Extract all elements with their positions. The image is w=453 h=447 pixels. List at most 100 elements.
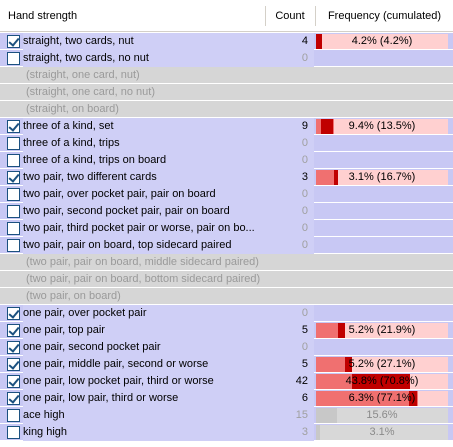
checkbox-checked[interactable] <box>7 120 20 133</box>
frequency-bar-background <box>316 34 448 49</box>
table-row[interactable]: one pair, top pair 5 5.2% (21.9%) <box>0 322 453 339</box>
column-divider[interactable] <box>265 6 266 26</box>
frequency-bar-current <box>352 374 410 389</box>
table-row[interactable]: (two pair, on board) <box>0 288 453 305</box>
hand-strength-label: two pair, two different cards <box>23 169 266 186</box>
checkbox-checked[interactable] <box>7 392 20 405</box>
table-row[interactable]: three of a kind, trips on board 0 <box>0 152 453 169</box>
checkbox-checked[interactable] <box>7 341 20 354</box>
frequency-bar-background <box>316 408 448 423</box>
frequency-bar: 5.2% (27.1%) <box>316 357 448 372</box>
table-row[interactable]: two pair, pair on board, top sidecard pa… <box>0 237 453 254</box>
count-value: 15 <box>266 407 314 424</box>
hand-strength-label: ace high <box>23 407 266 424</box>
table-row[interactable]: (two pair, pair on board, middle sidecar… <box>0 254 453 271</box>
table-row[interactable]: king high 3 3.1% <box>0 424 453 441</box>
checkbox-checked[interactable] <box>7 324 20 337</box>
count-value: 6 <box>266 390 314 407</box>
count-value: 0 <box>266 237 314 254</box>
hand-strength-label: straight, two cards, nut <box>23 33 266 50</box>
frequency-bar-current <box>334 170 338 185</box>
table-row[interactable]: (two pair, pair on board, bottom sidecar… <box>0 271 453 288</box>
frequency-bar: 3.1% (16.7%) <box>316 170 448 185</box>
frequency-bar: 9.4% (13.5%) <box>316 119 448 134</box>
column-header-frequency[interactable]: Frequency (cumulated) <box>327 10 442 22</box>
count-value: 0 <box>266 220 314 237</box>
hand-strength-label: (straight, one card, no nut) <box>26 86 156 98</box>
count-value: 3 <box>266 169 314 186</box>
frequency-value: 3.1% (16.7%) <box>348 171 416 183</box>
checkbox-unchecked[interactable] <box>7 239 20 252</box>
count-value: 5 <box>266 356 314 373</box>
checkbox-checked[interactable] <box>7 35 20 48</box>
table-row[interactable]: one pair, low pair, third or worse 6 6.3% … <box>0 390 453 407</box>
count-value: 0 <box>266 186 314 203</box>
table-row[interactable]: two pair, two different cards 3 3.1% (16.7… <box>0 169 453 186</box>
checkbox-checked[interactable] <box>7 171 20 184</box>
hand-strength-label: two pair, third pocket pair or worse, pa… <box>23 220 266 237</box>
table-row[interactable]: three of a kind, trips 0 <box>0 135 453 152</box>
checkbox-unchecked[interactable] <box>7 222 20 235</box>
table-row[interactable]: (straight, on board) <box>0 101 453 118</box>
frequency-bar-background <box>316 323 448 338</box>
table-row[interactable]: one pair, second pocket pair 0 <box>0 339 453 356</box>
column-header-count[interactable]: Count <box>275 10 305 22</box>
count-value: 5 <box>266 322 314 339</box>
column-divider[interactable] <box>315 6 316 26</box>
table-row[interactable]: two pair, second pocket pair, pair on bo… <box>0 203 453 220</box>
count-value: 0 <box>266 135 314 152</box>
column-header-hand-strength[interactable]: Hand strength <box>8 10 78 22</box>
table-row[interactable]: three of a kind, set 9 9.4% (13.5%) <box>0 118 453 135</box>
table-row[interactable]: (straight, one card, no nut) <box>0 84 453 101</box>
frequency-bar-background <box>316 170 448 185</box>
table-row[interactable]: one pair, low pocket pair, third or wors… <box>0 373 453 390</box>
hand-strength-label: two pair, over pocket pair, pair on boar… <box>23 186 266 203</box>
table-row[interactable]: ace high 15 15.6% <box>0 407 453 424</box>
frequency-bar-current <box>409 391 417 406</box>
hand-strength-label: three of a kind, trips on board <box>23 152 266 169</box>
hand-strength-label: one pair, over pocket pair <box>23 305 266 322</box>
checkbox-unchecked[interactable] <box>7 409 20 422</box>
count-value: 4 <box>266 33 314 50</box>
table-row[interactable]: (straight, one card, nut) <box>0 67 453 84</box>
checkbox-unchecked[interactable] <box>7 52 20 65</box>
checkbox-checked[interactable] <box>7 307 20 320</box>
hand-strength-label: (two pair, pair on board, middle sidecar… <box>26 256 259 268</box>
count-value: 0 <box>266 152 314 169</box>
table-row[interactable]: two pair, over pocket pair, pair on boar… <box>0 186 453 203</box>
table-row[interactable]: one pair, middle pair, second or worse 5 5… <box>0 356 453 373</box>
hand-strength-label: one pair, low pair, third or worse <box>23 390 266 407</box>
frequency-bar: 5.2% (21.9%) <box>316 323 448 338</box>
frequency-value: 6.3% (77.1%) <box>348 392 416 404</box>
hand-strength-label: two pair, second pocket pair, pair on bo… <box>23 203 266 220</box>
checkbox-unchecked[interactable] <box>7 188 20 201</box>
table-row[interactable]: straight, two cards, no nut 0 <box>0 50 453 67</box>
checkbox-unchecked[interactable] <box>7 137 20 150</box>
frequency-value: 43.8% (70.8%) <box>345 375 419 387</box>
checkbox-unchecked[interactable] <box>7 205 20 218</box>
hand-strength-label: three of a kind, set <box>23 118 266 135</box>
hand-strength-label: three of a kind, trips <box>23 135 266 152</box>
frequency-value: 9.4% (13.5%) <box>348 120 416 132</box>
frequency-value: 5.2% (27.1%) <box>348 358 416 370</box>
checkbox-unchecked[interactable] <box>7 154 20 167</box>
frequency-value: 3.1% <box>369 426 395 438</box>
count-value: 3 <box>266 424 314 441</box>
hand-strength-label: one pair, top pair <box>23 322 266 339</box>
frequency-bar-background <box>316 425 448 440</box>
frequency-value: 15.6% <box>366 409 398 421</box>
frequency-bar: 15.6% <box>316 408 448 423</box>
frequency-bar: 4.2% (4.2%) <box>316 34 448 49</box>
hand-strength-label: straight, two cards, no nut <box>23 50 266 67</box>
count-value: 0 <box>266 203 314 220</box>
checkbox-unchecked[interactable] <box>7 426 20 439</box>
checkbox-checked[interactable] <box>7 375 20 388</box>
table-header: Hand strength Count Frequency (cumulated… <box>0 0 453 32</box>
frequency-bar-background <box>316 119 448 134</box>
table-row[interactable]: one pair, over pocket pair 0 <box>0 305 453 322</box>
table-row[interactable]: straight, two cards, nut 4 4.2% (4.2%) <box>0 33 453 50</box>
table-row[interactable]: two pair, third pocket pair or worse, pa… <box>0 220 453 237</box>
hand-strength-label: (straight, one card, nut) <box>26 69 140 81</box>
hand-strength-label: one pair, low pocket pair, third or wors… <box>23 373 266 390</box>
checkbox-checked[interactable] <box>7 358 20 371</box>
